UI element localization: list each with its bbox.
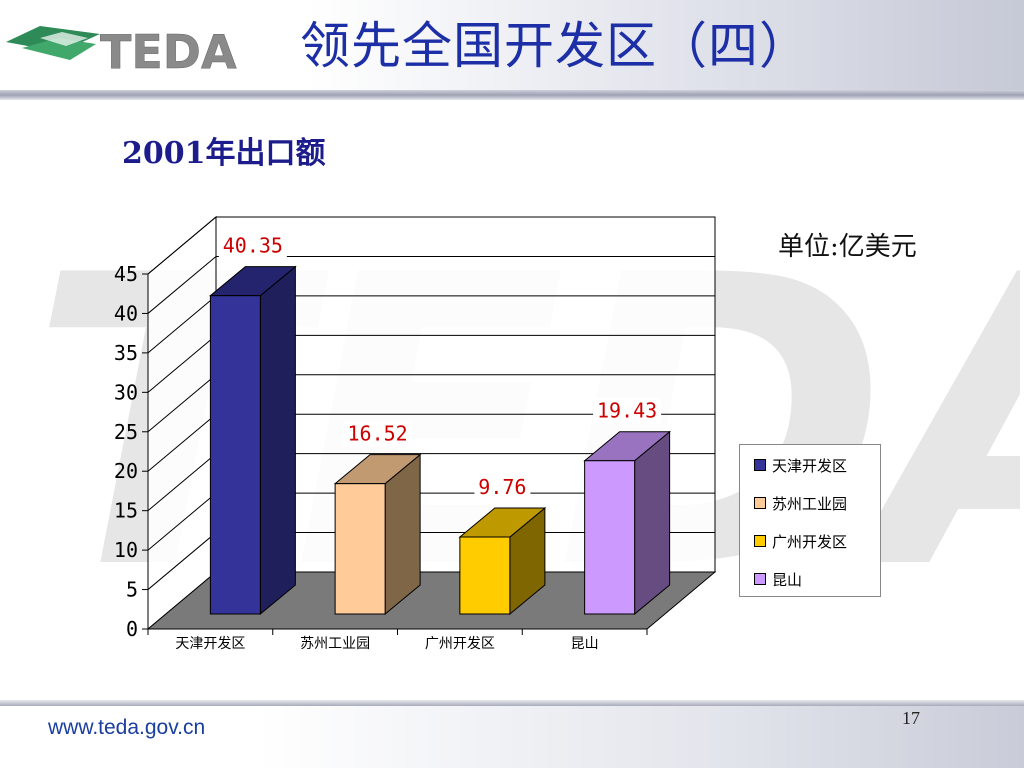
chart-legend: 天津开发区苏州工业园广州开发区昆山	[739, 444, 881, 597]
y-tick-label: 35	[114, 341, 138, 365]
logo-wing-icon	[6, 26, 100, 60]
data-label: 9.76	[478, 475, 526, 499]
data-label-bg	[593, 397, 662, 424]
x-tick-label: 苏州工业园	[300, 636, 370, 652]
slide-title: 领先全国开发区（四）	[300, 17, 810, 75]
data-label-bg	[218, 232, 287, 259]
bar	[334, 483, 386, 615]
y-tick-label: 5	[126, 578, 138, 602]
bar-side	[259, 265, 296, 616]
data-label-bg	[474, 474, 531, 501]
x-tick-label: 广州开发区	[425, 636, 495, 652]
bar-side	[634, 430, 671, 616]
svg-text:TEDA: TEDA	[100, 25, 237, 79]
data-label: 19.43	[597, 399, 657, 423]
page-number: 17	[902, 708, 920, 728]
bar-chart: 0 5 10 15 20 25 30 35 40 45 天津开发区 苏州工业园 广州开发区 昆山 40.35…	[114, 215, 717, 652]
y-tick-label: 20	[114, 459, 138, 483]
data-label: 16.52	[348, 422, 408, 446]
legend-label: 苏州工业园	[772, 494, 848, 513]
unit-label: 单位:亿美元	[778, 232, 917, 262]
legend-swatch	[754, 573, 766, 585]
y-tick-label: 45	[114, 262, 138, 286]
y-tick-label: 40	[114, 301, 138, 325]
gridline	[147, 255, 715, 314]
data-label: 40.35	[223, 234, 283, 258]
legend-item: 广州开发区	[754, 531, 847, 551]
header-band	[0, 0, 1024, 96]
y-tick-label: 10	[114, 538, 138, 562]
x-tick-label: 天津开发区	[175, 636, 245, 652]
legend-label: 昆山	[772, 570, 803, 589]
teda-logo: TEDA	[6, 25, 237, 79]
legend-swatch	[754, 459, 766, 471]
bar	[209, 295, 261, 615]
footer-divider	[0, 700, 1024, 706]
legend-label: 天津开发区	[772, 456, 848, 475]
gridline	[147, 216, 715, 275]
footer-band	[0, 700, 1024, 768]
bar	[459, 536, 511, 615]
y-tick-label: 30	[114, 380, 138, 404]
y-tick-label: 0	[126, 617, 138, 641]
legend-swatch	[754, 535, 766, 547]
legend-swatch	[754, 497, 766, 509]
legend-item: 昆山	[754, 569, 802, 589]
x-tick-label: 昆山	[571, 636, 599, 652]
legend-label: 广州开发区	[772, 532, 848, 551]
legend-item: 天津开发区	[754, 455, 847, 475]
y-tick-label: 25	[114, 420, 138, 444]
bar	[584, 460, 636, 615]
legend-item: 苏州工业园	[754, 493, 847, 513]
y-tick-label: 15	[114, 499, 138, 523]
chart-subtitle: 2001年出口额	[122, 136, 326, 171]
data-label-bg	[343, 420, 412, 447]
footer-url-link[interactable]: www.teda.gov.cn	[48, 716, 206, 739]
header-divider	[0, 90, 1024, 100]
